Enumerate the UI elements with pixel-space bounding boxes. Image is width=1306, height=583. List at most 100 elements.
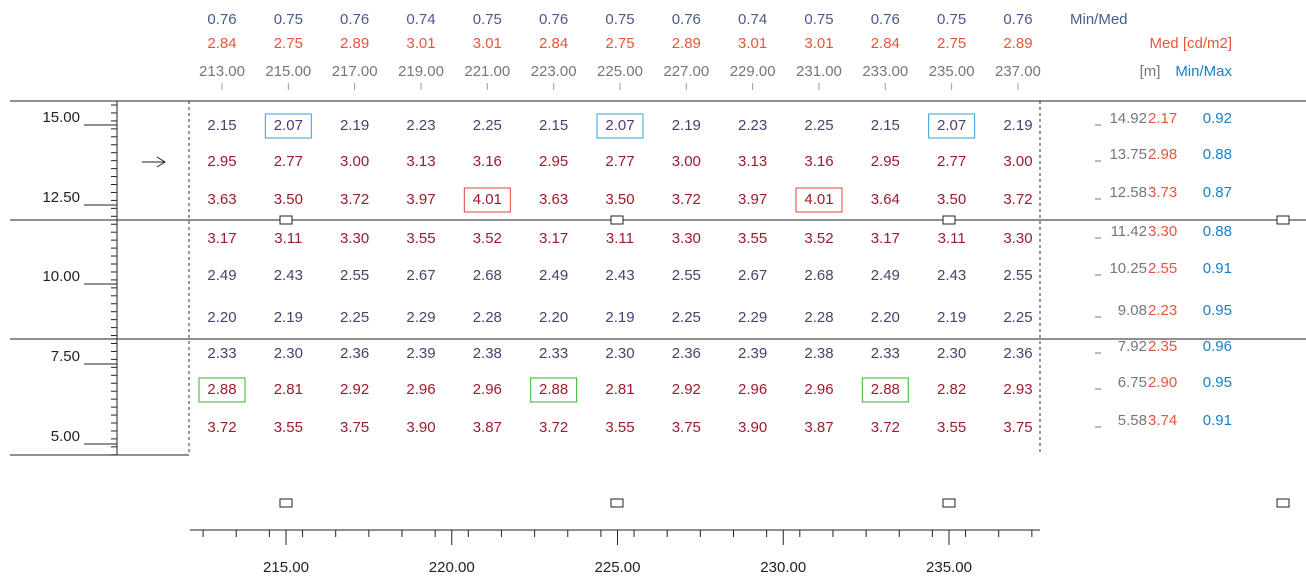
cell-value: 2.88 (871, 381, 900, 398)
cell-value: 2.93 (1003, 381, 1032, 398)
cell-value: 3.72 (1003, 191, 1032, 208)
marker (610, 498, 624, 508)
frame (10, 100, 1306, 531)
min-max-label: Min/Max (1175, 63, 1232, 80)
cell-value: 3.72 (871, 419, 900, 436)
min-med: 0.75 (605, 11, 634, 28)
cell-value: 2.30 (274, 345, 303, 362)
med: 2.84 (207, 35, 236, 52)
row-min-max: 0.95 (1203, 302, 1232, 319)
cell-value: 2.15 (871, 117, 900, 134)
cell-value: 2.19 (1003, 117, 1032, 134)
cell-value: 2.49 (539, 267, 568, 284)
min-med: 0.75 (274, 11, 303, 28)
row-med: 2.23 (1148, 302, 1177, 319)
highlight-box (463, 187, 511, 213)
highlight-box (198, 377, 246, 403)
row-med: 3.73 (1148, 184, 1177, 201)
cell-value: 3.30 (672, 230, 701, 247)
cell-value: 3.90 (738, 419, 767, 436)
position: 221.00 (464, 63, 510, 80)
bottom-axis-label: 215.00 (263, 559, 309, 576)
min-med: 0.74 (406, 11, 435, 28)
cell-value: 3.16 (804, 153, 833, 170)
cell-value: 2.23 (406, 117, 435, 134)
med: 3.01 (738, 35, 767, 52)
cell-value: 3.97 (406, 191, 435, 208)
cell-value: 2.25 (672, 309, 701, 326)
cell-value: 2.92 (340, 381, 369, 398)
cell-value: 2.88 (207, 381, 236, 398)
cell-value: 2.33 (539, 345, 568, 362)
row-med: 3.30 (1148, 223, 1177, 240)
cell-value: 3.55 (406, 230, 435, 247)
cell-value: 2.07 (605, 117, 634, 134)
cell-value: 2.38 (473, 345, 502, 362)
cell-value: 3.17 (539, 230, 568, 247)
cell-value: 2.29 (406, 309, 435, 326)
cell-value: 2.25 (473, 117, 502, 134)
cell-value: 3.52 (473, 230, 502, 247)
cell-value: 2.36 (340, 345, 369, 362)
bottom-axis-label: 225.00 (595, 559, 641, 576)
cell-value: 2.43 (605, 267, 634, 284)
cell-value: 3.17 (871, 230, 900, 247)
med: 2.84 (871, 35, 900, 52)
position: 227.00 (663, 63, 709, 80)
cell-value: 3.50 (605, 191, 634, 208)
marker (279, 498, 293, 508)
row-min-max: 0.87 (1203, 184, 1232, 201)
position: 215.00 (265, 63, 311, 80)
cell-value: 2.19 (340, 117, 369, 134)
cell-value: 3.55 (274, 419, 303, 436)
cell-value: 2.19 (274, 309, 303, 326)
arrow (142, 156, 166, 168)
cell-value: 2.29 (738, 309, 767, 326)
cell-value: 2.15 (539, 117, 568, 134)
cell-value: 2.07 (937, 117, 966, 134)
left-axis-label: 12.50 (42, 189, 80, 206)
min-med: 0.75 (804, 11, 833, 28)
cell-value: 3.30 (1003, 230, 1032, 247)
row-med: 3.74 (1148, 412, 1177, 429)
position: 233.00 (862, 63, 908, 80)
cell-value: 3.72 (672, 191, 701, 208)
row-med: 2.98 (1148, 146, 1177, 163)
cell-value: 3.00 (672, 153, 701, 170)
cell-value: 2.28 (473, 309, 502, 326)
min-med: 0.75 (473, 11, 502, 28)
cell-value: 3.72 (539, 419, 568, 436)
med: 2.89 (672, 35, 701, 52)
min-med: 0.75 (937, 11, 966, 28)
cell-value: 2.49 (207, 267, 236, 284)
med: 3.01 (804, 35, 833, 52)
cell-value: 3.75 (340, 419, 369, 436)
position: 217.00 (332, 63, 378, 80)
cell-value: 2.95 (539, 153, 568, 170)
min-med: 0.76 (539, 11, 568, 28)
cell-value: 3.55 (738, 230, 767, 247)
cell-value: 2.33 (871, 345, 900, 362)
cell-value: 2.92 (672, 381, 701, 398)
cell-value: 3.50 (937, 191, 966, 208)
cell-value: 3.75 (1003, 419, 1032, 436)
highlight-box (795, 187, 843, 213)
row-position: 10.25 (1109, 260, 1147, 277)
med: 3.01 (473, 35, 502, 52)
cell-value: 2.81 (274, 381, 303, 398)
cell-value: 3.63 (539, 191, 568, 208)
cell-value: 2.82 (937, 381, 966, 398)
cell-value: 4.01 (804, 191, 833, 208)
cell-value: 2.49 (871, 267, 900, 284)
min-med: 0.76 (207, 11, 236, 28)
cell-value: 2.67 (406, 267, 435, 284)
cell-value: 2.30 (937, 345, 966, 362)
cell-value: 3.63 (207, 191, 236, 208)
pos-label: [m] (1140, 63, 1161, 80)
cell-value: 2.19 (672, 117, 701, 134)
med: 2.84 (539, 35, 568, 52)
cell-value: 2.55 (340, 267, 369, 284)
cell-value: 2.95 (871, 153, 900, 170)
cell-value: 2.38 (804, 345, 833, 362)
row-min-max: 0.91 (1203, 260, 1232, 277)
